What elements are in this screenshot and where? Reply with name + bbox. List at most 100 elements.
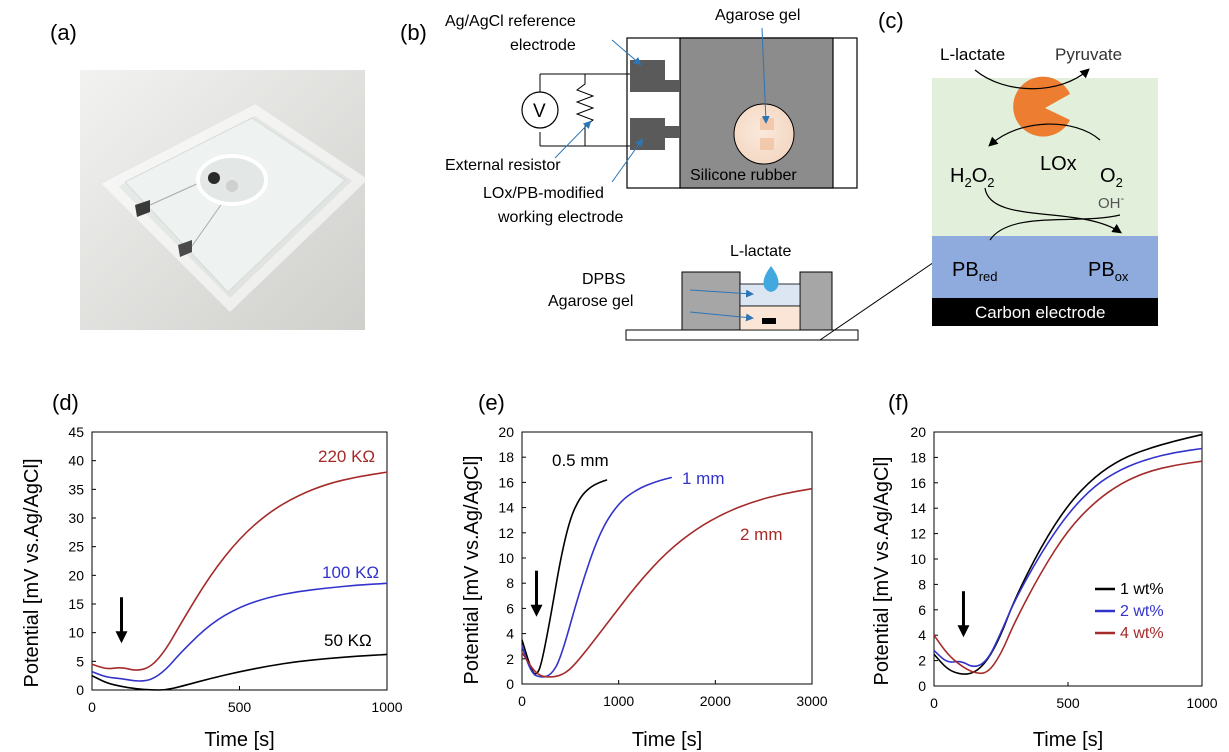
y-axis-label: Potential [mV vs.Ag/AgCl] [871,457,893,686]
y-tick-label: 0 [76,682,84,698]
x-tick-label: 0 [518,693,526,709]
external-circuit: V [521,73,630,147]
y-tick-label: 18 [910,449,926,465]
legend-label: 1 wt% [1120,581,1164,598]
x-axis-label: Time [s] [1033,729,1103,751]
panel-label: (f) [888,390,909,415]
panel-label-b: (b) [400,20,427,45]
y-tick-label: 8 [506,575,514,591]
series-label: 100 KΩ [322,563,379,582]
x-axis-label: Time [s] [632,729,702,751]
voltmeter-label: V [533,101,546,122]
external-resistor-label: External resistor [445,157,561,174]
oh-label: OH- [1098,193,1125,212]
h2o2-label: H2O2 [950,165,994,190]
y-tick-label: 8 [918,576,926,592]
panel-label: (e) [478,390,505,415]
y-tick-label: 40 [68,453,84,469]
sensor-schematic-top [626,37,858,189]
panel-label-a: (a) [50,20,77,45]
series-line [91,653,388,691]
y-tick-label: 2 [506,651,514,667]
x-tick-label: 500 [228,699,252,715]
y-tick-label: 10 [498,550,514,566]
panel-label-c: (c) [878,8,904,33]
chart-d: (d) 0 5 10 15 20 25 30 35 40 45 0 500 1000 Time [s] Pot… [21,390,403,751]
pyruvate-label: Pyruvate [1055,45,1122,64]
x-axis-label: Time [s] [204,729,274,751]
x-tick-label: 500 [1056,695,1080,711]
y-tick-label: 18 [498,449,514,465]
panel-label: (d) [52,390,79,415]
droplet-icon [763,266,779,292]
injection-arrow-head [115,631,128,644]
y-tick-label: 0 [506,676,514,692]
legend-label: 4 wt% [1120,625,1164,642]
ref-electrode-label: Ag/AgCl reference [445,13,576,30]
y-axis-label: Potential [mV vs.Ag/AgCl] [461,456,483,685]
x-tick-label: 0 [930,695,938,711]
o2-label: O2 [1100,165,1123,190]
working-electrode-label-2: working electrode [497,209,624,226]
y-tick-label: 10 [68,625,84,641]
series-line [91,582,388,682]
y-tick-label: 12 [498,525,514,541]
injection-arrow-head [530,604,543,617]
pb-red-label: PBred [952,259,997,284]
y-tick-label: 16 [498,474,514,490]
injection-arrow-head [957,625,970,638]
device-photo [80,70,368,330]
silicone-label: Silicone rubber [690,167,797,184]
y-tick-label: 16 [910,475,926,491]
y-tick-label: 20 [68,567,84,583]
y-tick-label: 25 [68,539,84,555]
x-tick-label: 1000 [603,693,634,709]
plot-frame [91,431,388,691]
chart-f: (f) 0 2 4 6 8 10 12 14 16 18 20 0 500 1000 Time [s] Pote… [871,390,1218,751]
side-lactate-label: L-lactate [730,243,791,260]
y-tick-label: 0 [918,678,926,694]
series-line [91,471,388,671]
schematic-callouts [554,27,770,183]
resistor-icon [575,74,595,146]
y-tick-label: 4 [506,626,514,642]
side-agarose-label: Agarose gel [548,293,633,310]
series-label: 0.5 mm [552,451,609,470]
carbon-electrode [932,298,1158,326]
y-tick-label: 30 [68,510,84,526]
y-tick-label: 15 [68,596,84,612]
y-tick-label: 20 [910,424,926,440]
y-tick-label: 4 [918,627,926,643]
mech-lactate-label: L-lactate [940,45,1005,64]
series-label: 1 mm [682,469,725,488]
x-tick-label: 0 [88,699,96,715]
carbon-electrode-label: Carbon electrode [975,303,1105,322]
voltmeter-icon [521,91,559,129]
y-axis-label: Potential [mV vs.Ag/AgCl] [21,459,43,688]
lox-label: LOx [1040,153,1077,175]
dpbs-label: DPBS [582,271,626,288]
y-tick-label: 2 [918,653,926,669]
series-label: 220 KΩ [318,447,375,466]
legend-label: 2 wt% [1120,603,1164,620]
series-label: 2 mm [740,525,783,544]
x-tick-label: 3000 [796,693,827,709]
chart-e: (e) 0 2 4 6 8 10 12 14 16 18 20 0 1000 2000 3000 Time [s… [461,390,828,751]
series-line [933,460,1203,675]
pb-layer [932,236,1158,298]
y-tick-label: 45 [68,424,84,440]
x-tick-label: 1000 [1186,695,1217,711]
mechanism-diagram [932,68,1158,326]
series-line [521,476,673,678]
y-tick-label: 6 [506,600,514,616]
y-tick-label: 20 [498,424,514,440]
y-tick-label: 12 [910,526,926,542]
x-tick-label: 1000 [371,699,402,715]
pb-ox-label: PBox [1088,259,1129,284]
lox-enzyme-icon [1013,76,1070,137]
series-line [521,487,813,678]
series-label: 50 KΩ [324,631,372,650]
ref-electrode-label-2: electrode [510,37,576,54]
plot-frame [933,431,1203,687]
